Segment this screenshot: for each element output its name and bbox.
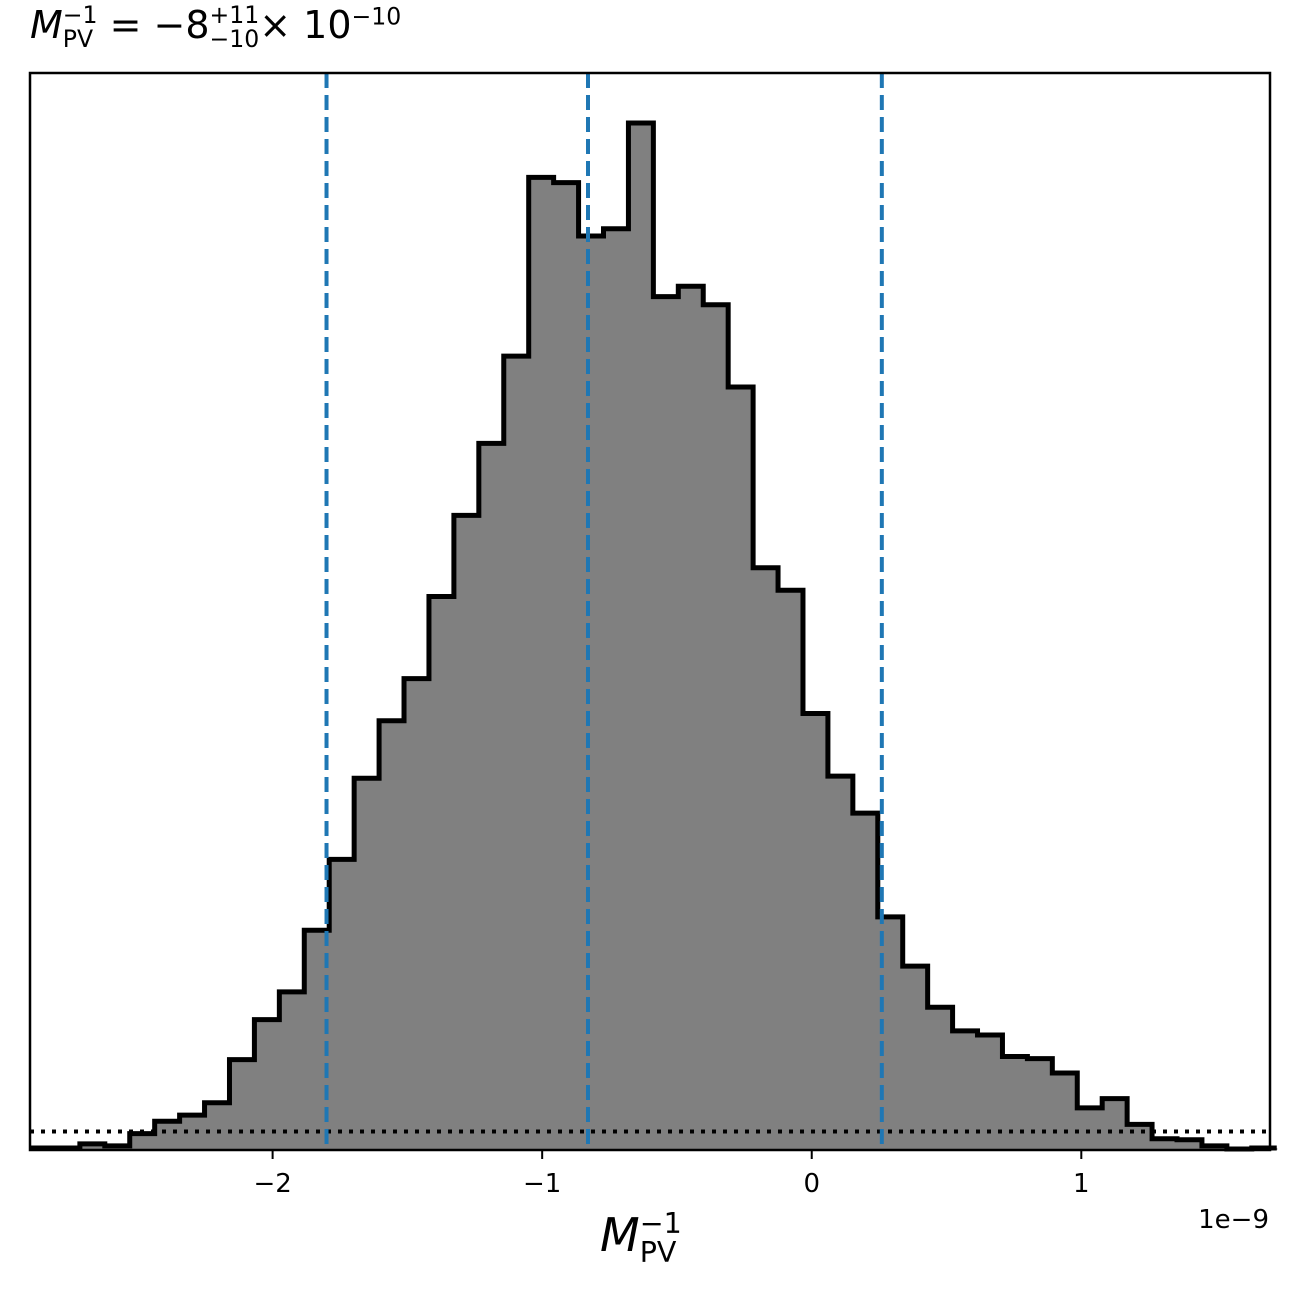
- histogram-bar: [1002, 1056, 1028, 1150]
- histogram-bar: [1077, 1107, 1103, 1150]
- histogram-bar: [753, 567, 779, 1150]
- histogram-bar: [503, 356, 530, 1150]
- histogram-bar: [927, 1007, 954, 1150]
- histogram-bar: [229, 1059, 255, 1150]
- histogram-bar: [578, 235, 604, 1151]
- histogram-bar: [827, 776, 854, 1150]
- histogram-bar: [1052, 1072, 1078, 1150]
- title-sub: PV: [62, 24, 94, 53]
- title-err-plus: +11: [209, 1, 260, 29]
- chart-title: M −1 PV = −8 +11 −10 × 10−10: [30, 1, 402, 53]
- histogram-bar: [802, 713, 829, 1150]
- title-err-minus: −10: [209, 24, 260, 53]
- histogram-bar: [603, 228, 629, 1150]
- reference-lines: [30, 73, 1270, 1150]
- histogram-bar: [1127, 1124, 1153, 1150]
- histogram-bar: [1152, 1138, 1178, 1150]
- histogram-outline: [30, 120, 1277, 1152]
- histogram-bar: [354, 778, 380, 1150]
- histogram-bar: [129, 1133, 156, 1150]
- title-exponent: −10: [351, 2, 402, 31]
- x-tick-label: 1: [1073, 1169, 1090, 1199]
- histogram-bar: [279, 991, 305, 1150]
- title-value: = −8: [97, 3, 210, 48]
- title-times: × 10: [259, 3, 352, 48]
- histogram-bar: [404, 678, 430, 1150]
- histogram-bar: [154, 1121, 181, 1150]
- histogram-bar: [478, 443, 505, 1150]
- plot-frame: [28, 71, 1272, 1152]
- histogram-bars: [30, 120, 1278, 1152]
- x-axis-label: M −1 PV: [600, 1207, 682, 1269]
- histogram-bar: [1177, 1139, 1203, 1150]
- histogram-bar: [379, 720, 405, 1150]
- histogram-bar: [1102, 1098, 1128, 1150]
- histogram-bar: [1027, 1058, 1053, 1150]
- histogram-bar: [852, 813, 879, 1150]
- axis-offset-text: 1e−9: [1198, 1205, 1269, 1235]
- histogram-bar: [728, 386, 754, 1151]
- histogram-bar: [678, 286, 704, 1151]
- xlabel-sup: −1: [639, 1207, 682, 1240]
- histogram-bar: [79, 1143, 106, 1150]
- histogram-bar: [204, 1102, 230, 1150]
- histogram-bar: [703, 304, 729, 1150]
- histogram-bar: [653, 296, 679, 1150]
- title-sup: −1: [62, 1, 98, 29]
- histogram-bar: [528, 177, 555, 1150]
- histogram-bar: [179, 1115, 206, 1150]
- x-tick-label: −1: [523, 1169, 561, 1199]
- histogram-bar: [553, 182, 580, 1151]
- title-symbol: M: [30, 3, 63, 48]
- histogram-bar: [254, 1019, 280, 1150]
- x-tick-label: −2: [253, 1169, 291, 1199]
- x-axis: −2 −1 0 1: [253, 1150, 1090, 1199]
- histogram-bar: [902, 966, 929, 1150]
- histogram-bar: [778, 590, 804, 1150]
- histogram-bar: [628, 123, 654, 1150]
- histogram-bar: [453, 515, 480, 1150]
- histogram-bar: [329, 859, 355, 1150]
- histogram-bar: [428, 596, 455, 1150]
- x-tick-label: 0: [803, 1169, 820, 1199]
- xlabel-symbol: M: [600, 1208, 640, 1263]
- xlabel-sub: PV: [639, 1235, 677, 1269]
